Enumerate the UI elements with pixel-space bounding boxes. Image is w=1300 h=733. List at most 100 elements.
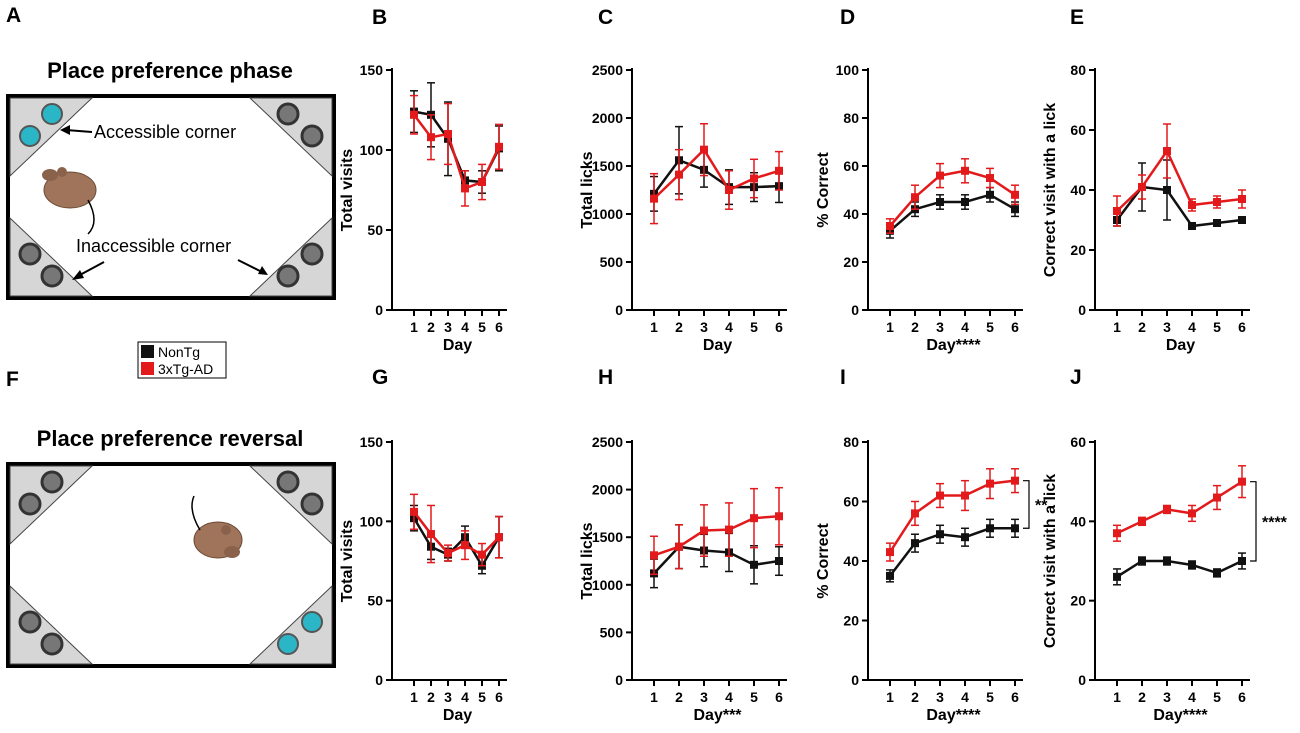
data-point-tg [911, 509, 919, 518]
data-point-tg [1213, 493, 1221, 502]
y-tick-label: 0 [1078, 302, 1086, 318]
data-point-nontg [1113, 572, 1121, 581]
y-tick-label: 0 [615, 672, 623, 688]
y-tick-label: 100 [360, 142, 384, 158]
data-point-tg [1011, 190, 1019, 199]
x-tick-label: 2 [675, 689, 683, 705]
x-tick-label: 2 [1138, 319, 1146, 335]
chart-c-total-licks: 0 500 1000 1500 2000 2500 1 2 3 4 5 6 Day Total licks [579, 62, 787, 354]
data-point-tg [478, 550, 486, 559]
x-axis-title: Day [443, 707, 472, 724]
data-point-nontg [1011, 524, 1019, 533]
chart-i-percent-correct: 0 20 40 60 80 1 2 3 4 5 6 Day**** % Correct ** [815, 434, 1048, 724]
y-tick-label: 100 [360, 513, 384, 529]
y-tick-label: 2500 [592, 62, 623, 78]
chart-e-correct-visit-lick: 0 20 40 60 80 1 2 3 4 5 6 Day Correct visit with a l… [1042, 62, 1250, 354]
y-tick-label: 80 [1070, 62, 1086, 78]
data-point-nontg [1188, 560, 1196, 569]
x-tick-label: 3 [444, 689, 452, 705]
data-point-nontg [1238, 557, 1246, 565]
legend-label-nontg: NonTg [158, 344, 200, 360]
x-axis-title: Day**** [1153, 707, 1208, 724]
chart-h-total-licks: 0 500 1000 1500 2000 2500 1 2 3 4 5 6 Day*** Total li… [579, 434, 787, 724]
data-point-tg [478, 178, 486, 186]
data-point-tg [775, 166, 783, 175]
data-point-nontg [886, 571, 894, 580]
data-point-nontg [1138, 557, 1146, 565]
series-line-tg [653, 147, 780, 200]
data-point-nontg [1213, 219, 1221, 227]
y-tick-label: 0 [851, 672, 859, 688]
x-tick-label: 5 [986, 319, 994, 335]
arrow-inaccessible-left [77, 261, 105, 277]
panel-letter-b: B [372, 6, 387, 29]
sipper-cyan-icon [19, 125, 41, 147]
schematic-place-preference-reversal: Place preference reversal [6, 426, 336, 668]
y-tick-label: 80 [843, 110, 859, 126]
data-point-tg [1163, 505, 1171, 514]
y-tick-label: 20 [843, 254, 859, 270]
y-tick-label: 500 [600, 624, 624, 640]
series-line-tg [1116, 480, 1243, 535]
label-inaccessible-corner: Inaccessible corner [76, 236, 231, 256]
data-point-tg [936, 491, 944, 500]
data-point-tg [1188, 201, 1196, 209]
data-point-tg [700, 526, 708, 535]
x-tick-label: 5 [750, 319, 758, 335]
label-accessible-corner: Accessible corner [94, 122, 236, 142]
x-tick-label: 6 [495, 689, 503, 705]
x-axis-title: Day [443, 337, 472, 354]
data-point-tg [461, 184, 469, 193]
x-tick-label: 3 [1163, 689, 1171, 705]
x-tick-label: 6 [1011, 319, 1019, 335]
data-point-tg [444, 549, 452, 558]
y-tick-label: 40 [843, 553, 859, 569]
x-tick-label: 4 [1188, 689, 1196, 705]
x-tick-label: 3 [700, 319, 708, 335]
x-axis-title: Day*** [693, 707, 742, 724]
x-tick-label: 3 [936, 689, 944, 705]
data-point-tg [775, 512, 783, 521]
legend-swatch-tg [141, 362, 154, 375]
series-line-nontg [412, 517, 501, 569]
significance-bracket [1250, 481, 1257, 562]
data-point-tg [725, 186, 733, 194]
y-tick-label: 100 [836, 62, 860, 78]
y-tick-label: 60 [843, 158, 859, 174]
significance-bracket [1023, 480, 1030, 529]
x-tick-label: 4 [461, 689, 469, 705]
panel-letter-h: H [598, 366, 613, 389]
data-point-tg [1138, 517, 1146, 526]
x-tick-label: 1 [886, 319, 894, 335]
y-tick-label: 80 [843, 434, 859, 450]
arena-outline [6, 462, 336, 668]
x-tick-label: 4 [1188, 319, 1196, 335]
legend-swatch-nontg [141, 345, 154, 358]
y-tick-label: 0 [851, 302, 859, 318]
x-tick-label: 2 [427, 319, 435, 335]
y-tick-label: 150 [360, 62, 384, 78]
sipper-gray-icon [40, 632, 64, 656]
data-point-tg [886, 548, 894, 557]
corner-top-left [9, 465, 94, 546]
y-tick-label: 50 [367, 593, 383, 609]
data-point-tg [675, 170, 683, 179]
x-tick-label: 1 [650, 689, 658, 705]
sipper-gray-icon [18, 242, 42, 266]
data-point-tg [410, 507, 418, 516]
y-tick-label: 1500 [592, 158, 623, 174]
y-tick-label: 60 [843, 494, 859, 510]
x-tick-label: 3 [1163, 319, 1171, 335]
sipper-gray-icon [276, 264, 300, 288]
legend-label-tg: 3xTg-AD [158, 361, 213, 377]
y-tick-label: 40 [1070, 513, 1086, 529]
y-axis-title: Total licks [579, 522, 596, 599]
data-point-tg [495, 533, 503, 542]
y-tick-label: 20 [843, 613, 859, 629]
data-point-tg [1011, 476, 1019, 485]
data-point-tg [1213, 198, 1221, 206]
x-tick-label: 5 [1213, 319, 1221, 335]
panel-letter-i: I [840, 366, 846, 389]
y-tick-label: 0 [375, 672, 383, 688]
y-tick-label: 2500 [592, 434, 623, 450]
